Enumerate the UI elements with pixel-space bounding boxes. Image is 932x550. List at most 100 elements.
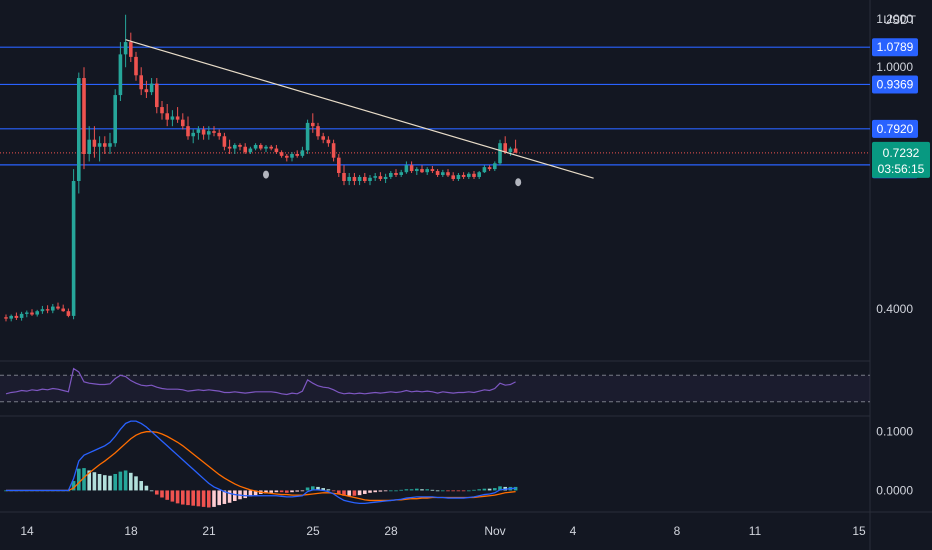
candle[interactable] [383, 173, 388, 184]
candle[interactable] [342, 165, 346, 186]
candle[interactable] [139, 67, 143, 96]
candle[interactable] [123, 14, 128, 68]
candle[interactable] [92, 126, 97, 158]
candle[interactable] [51, 303, 55, 314]
candle[interactable] [503, 136, 507, 154]
candle[interactable] [373, 172, 377, 181]
candle[interactable] [321, 132, 325, 144]
candle[interactable] [144, 80, 149, 99]
candle[interactable] [77, 72, 81, 194]
candle[interactable] [477, 171, 481, 179]
horizontal-levels[interactable] [0, 46, 870, 166]
candle[interactable] [513, 139, 518, 153]
candle[interactable] [430, 165, 435, 173]
candle[interactable] [196, 126, 201, 140]
candle[interactable] [149, 78, 154, 96]
candle[interactable] [170, 110, 175, 127]
candle[interactable] [243, 143, 247, 154]
candle[interactable] [227, 139, 232, 154]
candle[interactable] [19, 311, 24, 321]
candle[interactable] [456, 172, 461, 181]
candle[interactable] [259, 143, 263, 151]
candle[interactable] [56, 302, 60, 310]
candle[interactable] [97, 136, 102, 162]
candle[interactable] [305, 119, 310, 154]
candle[interactable] [238, 143, 242, 151]
candle[interactable] [45, 305, 50, 314]
candle[interactable] [129, 32, 133, 63]
candle[interactable] [207, 126, 211, 140]
candle[interactable] [415, 167, 419, 175]
candle[interactable] [82, 67, 86, 170]
candle[interactable] [264, 144, 268, 153]
candle[interactable] [316, 122, 320, 140]
candle[interactable] [326, 136, 331, 147]
candle[interactable] [446, 169, 450, 177]
candle[interactable] [222, 132, 227, 151]
macd-pane[interactable] [4, 420, 518, 508]
candle[interactable] [378, 172, 383, 181]
candle[interactable] [40, 305, 45, 314]
candle[interactable] [487, 165, 492, 172]
time-axis-labels[interactable]: 14 18 21 25 28 Nov 4 8 11 15 [20, 524, 866, 538]
candle[interactable] [9, 314, 13, 322]
candle[interactable] [274, 144, 279, 154]
candle[interactable] [175, 107, 180, 123]
candle[interactable] [269, 144, 273, 151]
candle[interactable] [290, 152, 294, 162]
candle[interactable] [217, 129, 221, 140]
candle[interactable] [103, 136, 107, 154]
candle[interactable] [399, 169, 403, 177]
candle[interactable] [233, 143, 237, 154]
currency-label[interactable]: USDT [883, 13, 916, 27]
trendline[interactable] [125, 39, 594, 179]
candle[interactable] [14, 312, 19, 320]
candle[interactable] [87, 126, 91, 162]
candle[interactable] [35, 309, 39, 317]
candle[interactable] [467, 172, 471, 179]
candle[interactable] [113, 89, 117, 147]
candle[interactable] [435, 169, 440, 177]
candle[interactable] [248, 146, 253, 154]
candle[interactable] [253, 143, 258, 151]
candle[interactable] [331, 139, 336, 162]
candle[interactable] [337, 153, 341, 177]
candle[interactable] [134, 51, 138, 81]
candle[interactable] [409, 161, 414, 173]
candle[interactable] [508, 146, 513, 156]
candle[interactable] [368, 174, 372, 186]
candle[interactable] [4, 314, 8, 322]
candle[interactable] [451, 172, 455, 181]
candle[interactable] [420, 165, 424, 173]
candle[interactable] [118, 42, 123, 101]
candle[interactable] [279, 150, 284, 158]
candle[interactable] [498, 139, 502, 166]
rsi-pane[interactable] [0, 367, 870, 403]
candle[interactable] [61, 304, 65, 312]
candle[interactable] [493, 161, 497, 172]
candle[interactable] [160, 100, 164, 120]
candle[interactable] [352, 172, 357, 186]
candle[interactable] [165, 104, 169, 127]
candle[interactable] [441, 169, 445, 177]
candle[interactable] [311, 113, 315, 133]
trendline-drawing[interactable] [125, 39, 594, 179]
candle[interactable] [285, 153, 289, 162]
candle[interactable] [30, 309, 34, 316]
candle[interactable] [300, 146, 305, 158]
candle[interactable] [181, 113, 185, 130]
candle[interactable] [389, 171, 393, 179]
candle[interactable] [186, 116, 190, 140]
candle[interactable] [212, 126, 216, 137]
candle[interactable] [357, 174, 362, 186]
candle[interactable] [472, 171, 476, 179]
candle[interactable] [25, 310, 29, 318]
candle[interactable] [482, 165, 487, 173]
candle[interactable] [461, 172, 466, 179]
candle[interactable] [404, 161, 409, 174]
candle[interactable] [66, 308, 71, 318]
rsi-line[interactable] [5, 367, 516, 396]
candle[interactable] [201, 126, 206, 140]
macd-signal-line[interactable] [6, 431, 516, 502]
